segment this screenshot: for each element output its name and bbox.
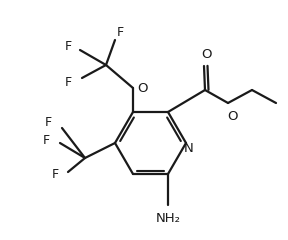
Text: O: O bbox=[138, 82, 148, 95]
Text: O: O bbox=[202, 48, 212, 61]
Text: F: F bbox=[52, 168, 58, 181]
Text: NH₂: NH₂ bbox=[156, 211, 181, 224]
Text: F: F bbox=[44, 115, 52, 128]
Text: F: F bbox=[42, 133, 50, 146]
Text: F: F bbox=[116, 25, 124, 38]
Text: O: O bbox=[227, 110, 237, 124]
Text: F: F bbox=[65, 76, 71, 89]
Text: N: N bbox=[184, 142, 194, 155]
Text: F: F bbox=[65, 41, 71, 54]
